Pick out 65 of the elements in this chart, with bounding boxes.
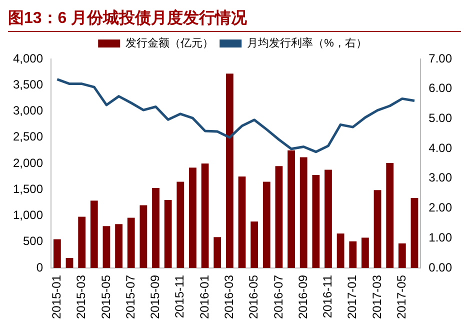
bar [336,233,344,268]
bar [152,188,160,268]
bar [300,157,308,268]
x-tick-label: 2017-03 [370,274,384,320]
x-tick-label: 2016-11 [320,274,335,318]
bar [53,239,61,268]
bar [127,218,135,268]
bar [362,238,369,268]
bar [189,168,196,268]
y-tick-label: 2,000 [13,156,44,170]
y-tick-label: 1,000 [13,208,44,222]
bar [386,162,394,268]
bar [226,74,234,268]
bar [66,258,74,268]
x-tick-label: 2016-01 [197,274,212,320]
y-tick-label: 4,000 [13,51,44,66]
x-tick-label: 2015-01 [50,274,64,320]
x-tick-label: 2017-05 [394,274,408,320]
y2-tick-label: 6.00 [428,81,452,96]
y2-tick-label: 4.00 [428,140,452,155]
bar [176,182,184,268]
bar [214,237,222,268]
bar [312,174,320,268]
y-tick-label: 2,500 [13,130,44,144]
chart-title: 图13：6 月份城投债月度发行情况 [8,8,461,32]
legend-label: 发行金额（亿元） [126,36,214,50]
x-tick-label: 2015-03 [74,274,88,320]
y-tick-label: 0 [36,260,44,274]
bar [201,163,209,268]
bar [288,150,295,268]
x-tick-label: 2015-09 [148,274,162,320]
bar [102,226,110,268]
bar [164,200,172,268]
bar [250,221,258,268]
bar [374,190,382,268]
x-tick-label: 2016-09 [296,274,310,320]
y-tick-label: 1,500 [13,182,44,196]
bar [238,176,246,268]
x-tick-label: 2016-07 [271,274,286,320]
y-tick-label: 500 [23,234,44,248]
bar [78,216,86,268]
x-tick-label: 2015-11 [172,274,187,318]
y2-tick-label: 5.00 [428,111,452,126]
x-tick-label: 2016-05 [246,274,261,320]
bar [140,205,148,268]
bar [262,182,270,268]
x-tick-label: 2016-03 [222,274,236,320]
bar [398,243,406,268]
x-tick-label: 2015-07 [123,274,138,320]
y-tick-label: 3,000 [13,104,44,118]
bar [324,170,332,268]
y2-tick-label: 1.00 [428,230,452,244]
bar [275,166,283,268]
bar [115,224,122,268]
y-tick-label: 3,500 [13,77,44,92]
bar [410,198,418,268]
x-tick-label: 2017-01 [345,274,360,320]
x-tick-label: 2015-05 [98,274,113,320]
bar [90,200,98,268]
y2-tick-label: 3.00 [428,170,452,185]
legend-label: 月均发行利率（%，右） [247,36,367,50]
y2-tick-label: 7.00 [428,51,452,66]
y2-tick-label: 2.00 [428,200,452,215]
bar [349,241,357,268]
y2-tick-label: 0.00 [428,260,452,274]
